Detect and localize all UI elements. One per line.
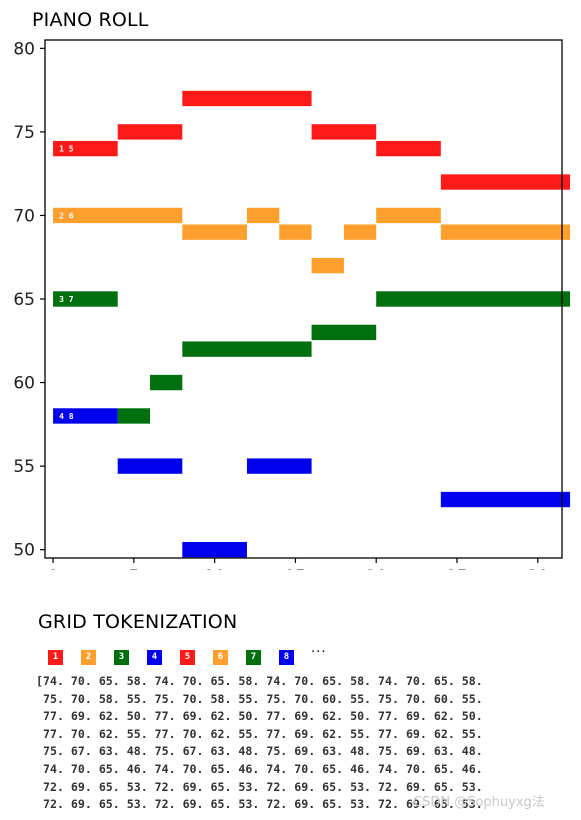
voice-label: 3 7 [59,295,74,304]
x-tick-label: 15 [285,567,307,570]
y-tick-label: 60 [13,374,35,394]
token-row: 74. 70. 65. 46. 74. 70. 65. 46. 74. 70. … [36,761,483,776]
token-array: [74. 70. 65. 58. 74. 70. 65. 58. 74. 70.… [36,673,576,814]
note-bar [53,207,183,224]
legend-swatch: 8 [279,650,294,665]
note-bar [440,224,571,240]
note-bar [311,324,377,341]
token-row: [74. 70. 65. 58. 74. 70. 65. 58. 74. 70.… [36,674,483,688]
legend-swatch: 6 [213,650,228,665]
note-bar [117,458,183,474]
token-row: 75. 70. 58. 55. 75. 70. 58. 55. 75. 70. … [36,691,483,706]
piano-roll-chart: 1 5 2 6 3 7 4 8 50 55 60 65 70 75 80 0 5 10 15 20 25 30 [13,39,571,570]
note-bar [440,174,571,190]
token-row: 75. 67. 63. 48. 75. 67. 63. 48. 75. 69. … [36,744,483,759]
note-bar [182,90,312,107]
token-row: 72. 69. 65. 53. 72. 69. 65. 53. 72. 69. … [36,797,483,812]
voice-label: 2 6 [59,211,74,220]
y-tick-label: 50 [13,541,35,561]
legend-swatch: 1 [48,650,63,665]
token-row: 72. 69. 65. 53. 72. 69. 65. 53. 72. 69. … [36,779,483,794]
note-bar [117,408,151,424]
token-row: 77. 70. 62. 55. 77. 70. 62. 55. 77. 69. … [36,726,483,741]
note-bar [311,124,377,140]
y-tick-label: 65 [13,290,35,310]
x-tick-label: 5 [128,567,139,570]
note-bar [53,140,118,157]
note-bar [182,224,247,240]
piano-roll-title: PIANO ROLL [32,9,149,31]
y-tick-label: 75 [13,123,35,143]
note-bar [150,374,183,391]
voice-label: 1 5 [59,145,74,154]
x-tick-label: 10 [204,567,226,570]
note-bar [376,140,441,157]
legend-swatch: 7 [246,650,261,665]
legend-swatch: 5 [180,650,195,665]
x-tick-label: 30 [527,567,549,570]
note-bar [246,207,280,224]
note-bar [182,341,312,357]
note-bar [311,257,344,274]
x-tick-label: 0 [48,567,59,570]
note-bar [246,458,312,474]
note-bar [53,291,118,307]
y-tick-label: 70 [13,206,35,226]
note-bar [440,491,571,508]
x-tick-label: 25 [446,567,468,570]
note-bar [53,408,118,424]
note-bar [376,291,571,307]
y-tick-label: 55 [13,457,35,477]
legend-ellipsis: ... [311,639,327,656]
note-bar [117,124,183,140]
voice-label: 4 8 [59,412,74,421]
note-bar [343,224,377,240]
token-row: 77. 69. 62. 50. 77. 69. 62. 50. 77. 69. … [36,709,483,724]
note-bar [376,207,441,224]
legend-swatch: 3 [114,650,129,665]
note-bar [279,224,312,240]
watermark: CSDN @Sophuyxg法 [413,795,545,810]
y-tick-label: 80 [13,39,35,59]
legend-swatch: 2 [81,650,96,665]
legend-swatch: 4 [147,650,162,665]
x-tick-label: 20 [365,567,387,570]
note-bar [182,541,247,558]
grid-tokenization-title: GRID TOKENIZATION [38,611,238,633]
